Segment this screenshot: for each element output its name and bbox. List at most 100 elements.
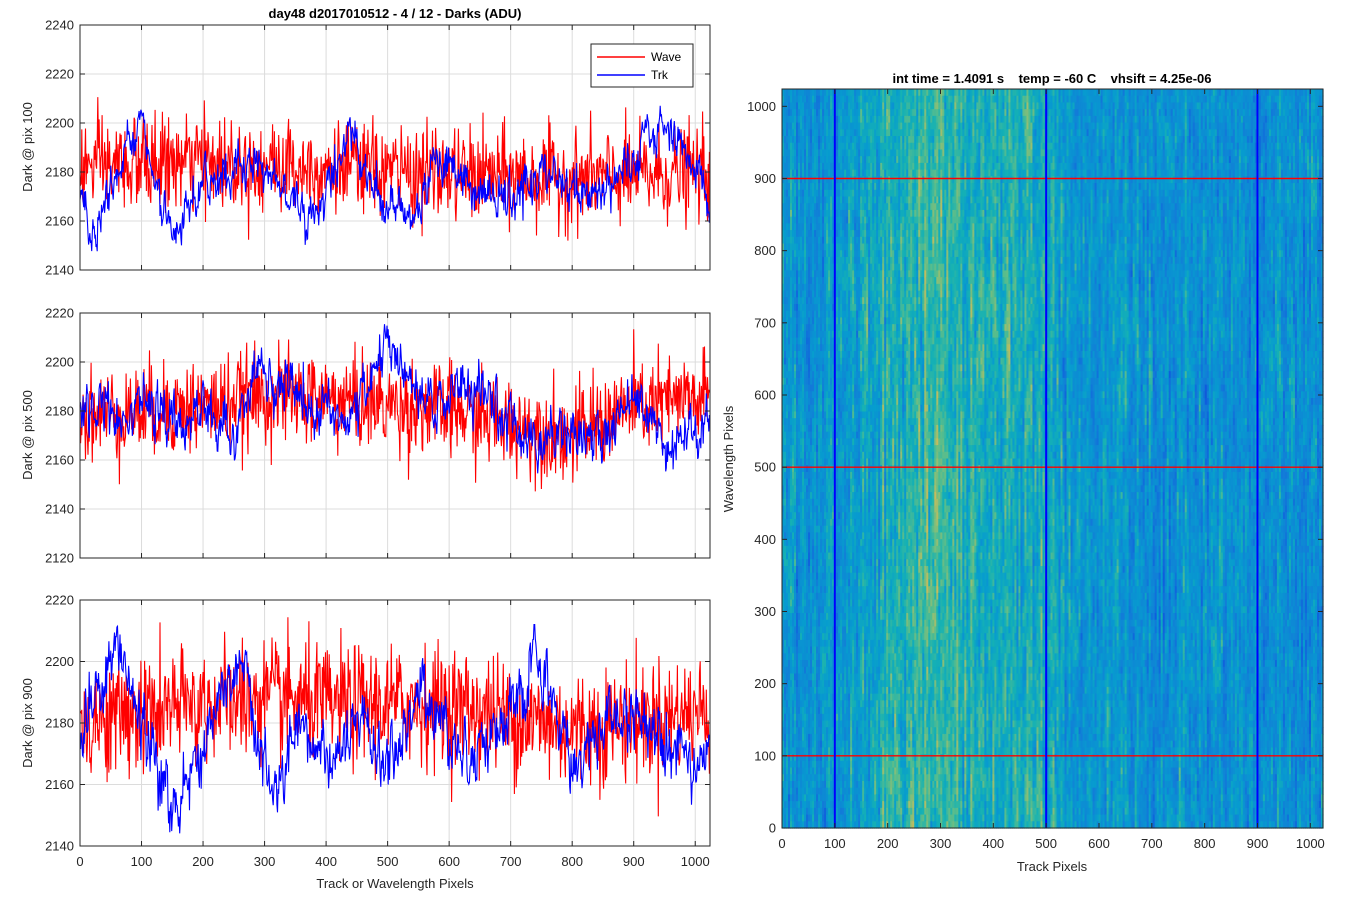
heatmap-cell	[788, 216, 791, 224]
heatmap-cell	[806, 270, 809, 278]
heatmap-cell	[814, 122, 817, 130]
heatmap-cell	[816, 733, 819, 742]
heatmap-cell	[816, 183, 819, 191]
heatmap-cell	[814, 149, 817, 157]
heatmap-cell	[808, 606, 811, 614]
heatmap-cell	[822, 250, 825, 258]
heatmap-cell	[806, 344, 809, 352]
heatmap-cell	[796, 458, 799, 466]
heatmap-cell	[818, 680, 821, 688]
heatmap-cell	[816, 478, 819, 486]
heatmap-cell	[796, 613, 799, 621]
heatmap-cell	[818, 814, 821, 822]
heatmap-cell	[812, 646, 815, 654]
heatmap-cell	[784, 351, 787, 359]
heatmap-cell	[798, 344, 801, 352]
heatmap-cell	[788, 465, 791, 473]
heatmap-cell	[822, 95, 825, 104]
heatmap-cell	[804, 303, 807, 312]
heatmap-cell	[788, 673, 791, 681]
heatmap-cell	[818, 169, 821, 177]
heatmap-cell	[798, 451, 801, 460]
heatmap-cell	[794, 613, 797, 621]
heatmap-cell	[802, 606, 805, 614]
heatmap-cell	[804, 646, 807, 654]
heatmap-cell	[802, 613, 805, 621]
heatmap-cell	[784, 767, 787, 775]
heatmap-cell	[798, 579, 801, 587]
heatmap-cell	[814, 760, 817, 769]
heatmap-cell	[818, 337, 821, 345]
heatmap-cell	[810, 740, 813, 748]
y-tick-label: 2140	[45, 839, 74, 854]
heatmap-cell	[804, 424, 807, 433]
heatmap-cell	[810, 633, 813, 641]
heatmap-cell	[808, 586, 811, 594]
heatmap-cell	[790, 539, 793, 547]
x-tick-label: 100	[131, 854, 153, 869]
heatmap-cell	[782, 579, 785, 587]
heatmap-cell	[816, 216, 819, 224]
heatmap-cell	[790, 303, 793, 312]
heatmap-cell	[820, 223, 823, 231]
heatmap-cell	[820, 357, 823, 366]
heatmap-cell	[788, 277, 791, 285]
heatmap-cell	[788, 660, 791, 668]
heatmap-cell	[788, 230, 791, 238]
heatmap-cell	[810, 277, 813, 285]
heatmap-cell	[810, 626, 813, 634]
heatmap-cell	[810, 478, 813, 486]
heatmap-cell	[816, 720, 819, 728]
heatmap-cell	[800, 686, 803, 695]
heatmap-cell	[816, 565, 819, 574]
heatmap-cell	[786, 122, 789, 130]
heatmap-cell	[794, 606, 797, 614]
heatmap-cell	[786, 505, 789, 513]
heatmap-cell	[806, 733, 809, 742]
heatmap-cell	[806, 801, 809, 809]
heatmap-cell	[802, 485, 805, 493]
heatmap-cell	[788, 814, 791, 822]
heatmap-cell	[792, 478, 795, 486]
heatmap-cell	[800, 747, 803, 755]
heatmap-cell	[798, 122, 801, 130]
heatmap-cell	[818, 89, 821, 97]
heatmap-cell	[802, 411, 805, 419]
heatmap-cell	[810, 586, 813, 594]
heatmap-cell	[814, 391, 817, 399]
heatmap-cell	[802, 391, 805, 399]
heatmap-cell	[798, 216, 801, 224]
heatmap-cell	[790, 283, 793, 292]
heatmap-cell	[792, 209, 795, 218]
heatmap-cell	[814, 189, 817, 198]
heatmap-cell	[786, 263, 789, 271]
heatmap-cell	[788, 586, 791, 594]
heatmap-cell	[816, 230, 819, 238]
heatmap-cell	[802, 357, 805, 366]
heatmap-cell	[804, 599, 807, 607]
heatmap-cell	[800, 565, 803, 574]
heatmap-cell	[804, 458, 807, 466]
heatmap-cell	[822, 277, 825, 285]
heatmap-cell	[814, 129, 817, 137]
heatmap-cell	[794, 733, 797, 742]
heatmap-cell	[810, 505, 813, 513]
heatmap-cell	[802, 760, 805, 769]
heatmap-cell	[798, 606, 801, 614]
heatmap-cell	[820, 418, 823, 426]
heatmap-cell	[802, 424, 805, 433]
heatmap-cell	[792, 666, 795, 675]
heatmap-cell	[820, 424, 823, 433]
heatmap-cell	[796, 169, 799, 177]
heatmap-cell	[804, 471, 807, 480]
heatmap-cell	[808, 774, 811, 782]
heatmap-cell	[816, 613, 819, 621]
heatmap-cell	[810, 156, 813, 164]
heatmap-cell	[814, 243, 817, 251]
heatmap-cell	[802, 351, 805, 359]
heatmap-cell	[806, 377, 809, 386]
heatmap-cell	[798, 115, 801, 124]
heatmap-cell	[790, 498, 793, 507]
heatmap-cell	[820, 512, 823, 520]
heatmap-cell	[812, 364, 815, 372]
